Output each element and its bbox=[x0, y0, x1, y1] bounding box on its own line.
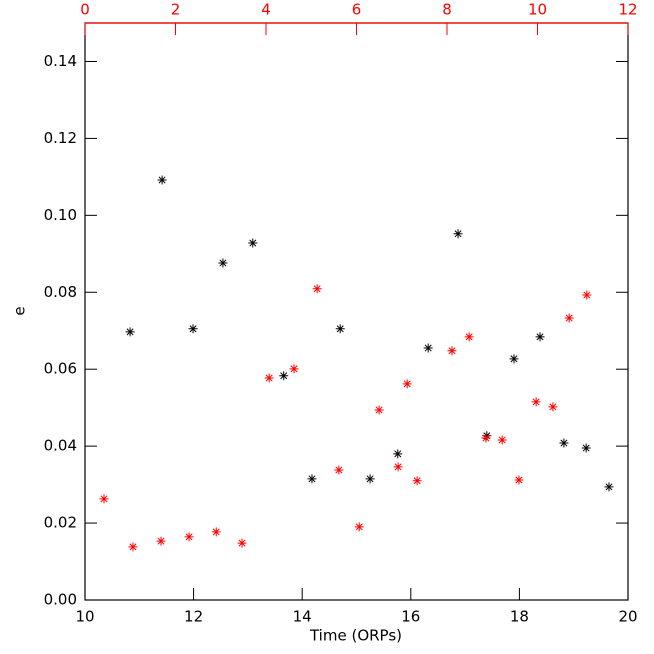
point bbox=[514, 475, 524, 485]
point bbox=[497, 435, 507, 445]
point bbox=[365, 474, 375, 484]
point bbox=[548, 402, 558, 412]
y-tick-label: 0.08 bbox=[44, 283, 77, 301]
point bbox=[157, 175, 167, 185]
plot-frame bbox=[84, 22, 629, 601]
x2-tick-label: 2 bbox=[171, 1, 181, 19]
point bbox=[125, 327, 135, 337]
point bbox=[453, 229, 463, 239]
point bbox=[531, 397, 541, 407]
y-tick-label: 0.00 bbox=[44, 591, 77, 609]
point bbox=[464, 332, 474, 342]
x2-tick-label: 8 bbox=[442, 1, 452, 19]
y-tick-label: 0.10 bbox=[44, 206, 77, 224]
point bbox=[184, 532, 194, 542]
x-tick-label: 10 bbox=[75, 608, 94, 626]
point bbox=[334, 465, 344, 475]
y-tick-label: 0.14 bbox=[44, 52, 77, 70]
y-tick-label: 0.06 bbox=[44, 360, 77, 378]
point bbox=[581, 443, 591, 453]
x-axis-label: Time (ORPs) bbox=[309, 627, 402, 645]
point bbox=[237, 538, 247, 548]
x2-tick-label: 0 bbox=[80, 1, 90, 19]
y-tick-label: 0.02 bbox=[44, 514, 77, 532]
point bbox=[99, 494, 109, 504]
point bbox=[481, 433, 491, 443]
y-axis-label: e bbox=[11, 306, 29, 315]
point bbox=[559, 438, 569, 448]
point bbox=[248, 238, 258, 248]
y-tick-label: 0.12 bbox=[44, 129, 77, 147]
point bbox=[264, 373, 274, 383]
point bbox=[447, 346, 457, 356]
point bbox=[482, 431, 492, 441]
point bbox=[509, 354, 519, 364]
point bbox=[211, 527, 221, 537]
point bbox=[335, 324, 345, 334]
point bbox=[312, 284, 322, 294]
x-tick-label: 20 bbox=[618, 608, 637, 626]
point bbox=[564, 313, 574, 323]
x2-tick-label: 6 bbox=[352, 1, 362, 19]
x-tick-label: 12 bbox=[184, 608, 203, 626]
x2-tick-label: 10 bbox=[528, 1, 547, 19]
x-tick-label: 18 bbox=[510, 608, 529, 626]
y-tick-label: 0.04 bbox=[44, 437, 77, 455]
x-tick-label: 14 bbox=[293, 608, 312, 626]
point bbox=[412, 476, 422, 486]
point bbox=[188, 324, 198, 334]
x2-tick-label: 12 bbox=[618, 1, 637, 19]
x2-tick-label: 4 bbox=[261, 1, 271, 19]
point bbox=[156, 536, 166, 546]
point bbox=[535, 332, 545, 342]
point bbox=[393, 449, 403, 459]
point bbox=[307, 474, 317, 484]
point bbox=[279, 371, 289, 381]
point bbox=[128, 542, 138, 552]
point bbox=[402, 379, 412, 389]
point bbox=[582, 290, 592, 300]
point bbox=[354, 522, 364, 532]
point bbox=[289, 364, 299, 374]
point bbox=[604, 482, 614, 492]
point bbox=[374, 405, 384, 415]
x-tick-label: 16 bbox=[401, 608, 420, 626]
point bbox=[218, 258, 228, 268]
point bbox=[423, 343, 433, 353]
point bbox=[393, 462, 403, 472]
